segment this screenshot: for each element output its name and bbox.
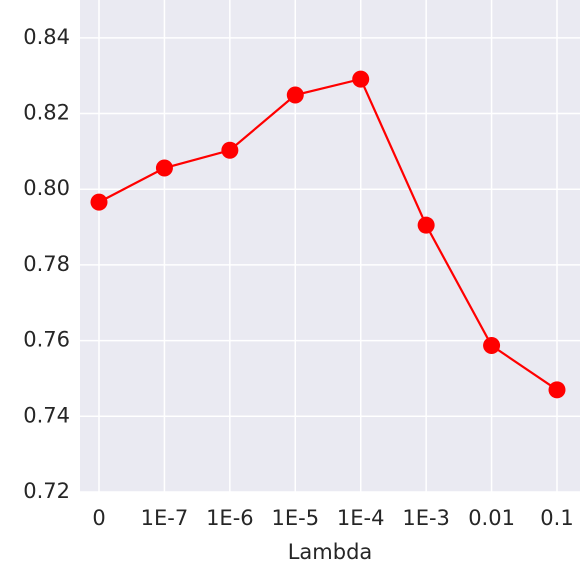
x-tick-label: 1E-5 [271,506,319,530]
y-tick-label: 0.78 [23,252,70,276]
marker [483,337,501,355]
x-tick-label: 0 [92,506,105,530]
x-tick-label: 1E-6 [206,506,254,530]
x-tick-label: 1E-4 [337,506,385,530]
x-tick-label: 1E-7 [141,506,189,530]
marker [155,159,173,177]
y-tick-label: 0.72 [23,479,70,503]
marker [352,70,370,88]
y-tick-label: 0.74 [23,403,70,427]
y-tick-label: 0.84 [23,25,70,49]
marker [90,193,108,211]
marker [548,381,566,399]
y-tick-label: 0.76 [23,328,70,352]
y-tick-label: 0.80 [23,176,70,200]
marker [286,86,304,104]
x-tick-label: 0.01 [468,506,515,530]
plot-area [80,0,580,492]
x-tick-label: 0.1 [540,506,573,530]
y-tick-label: 0.82 [23,101,70,125]
x-axis-label: Lambda [288,540,373,564]
marker [221,141,239,159]
line [98,77,558,391]
x-tick-label: 1E-3 [402,506,450,530]
marker [417,216,435,234]
